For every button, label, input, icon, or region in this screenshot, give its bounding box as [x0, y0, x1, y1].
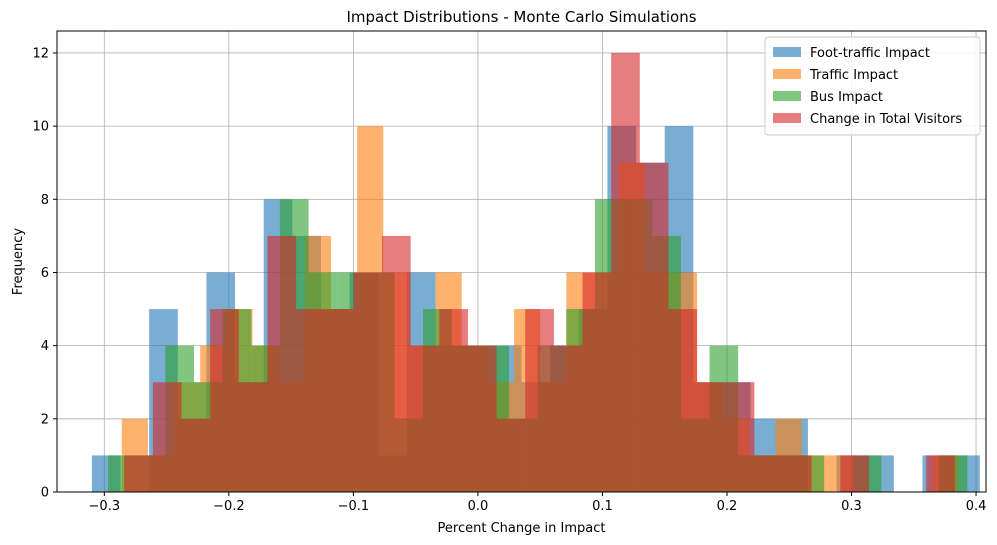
histogram-bar: [553, 345, 583, 492]
histogram-bar: [496, 418, 526, 492]
histogram-bar: [926, 455, 955, 492]
y-tick-label: 10: [32, 120, 49, 135]
histogram-bar: [783, 455, 812, 492]
histogram-bar: [754, 455, 784, 492]
legend-swatch: [773, 91, 801, 101]
x-tick-label: 0.1: [592, 499, 613, 514]
series-3: [124, 52, 955, 492]
histogram-bar: [324, 309, 354, 492]
x-tick-label: 0.0: [468, 499, 489, 514]
x-tick-label: −0.1: [338, 499, 370, 514]
legend-label: Bus Impact: [810, 90, 883, 105]
y-tick-label: 8: [41, 193, 49, 208]
histogram-bar: [410, 345, 440, 492]
histogram-bar: [296, 309, 325, 492]
y-tick-label: 0: [41, 486, 49, 501]
histogram-bar: [840, 455, 869, 492]
plot-frame: [56, 30, 987, 493]
x-tick-label: 0.2: [717, 499, 738, 514]
legend-swatch: [773, 69, 801, 79]
histogram-bar: [353, 272, 383, 492]
chart-title: Impact Distributions - Monte Carlo Simul…: [346, 8, 696, 26]
histogram-bar: [582, 272, 612, 492]
legend-label: Traffic Impact: [809, 68, 898, 83]
x-axis-label: Percent Change in Impact: [438, 521, 606, 536]
histogram-bar: [124, 455, 153, 492]
bars-layer: [91, 52, 980, 493]
histogram-bar: [210, 309, 239, 492]
histogram-bar: [639, 162, 669, 492]
y-tick-label: 6: [41, 266, 49, 281]
x-tick-label: 0.3: [841, 499, 862, 514]
histogram-bar: [697, 382, 726, 492]
x-axis-ticks: −0.3 −0.2 −0.1 0.0 0.1 0.2 0.3 0.4: [89, 492, 987, 514]
legend: Foot-traffic Impact Traffic Impact Bus Imp…: [764, 36, 981, 136]
y-axis-label: Frequency: [11, 228, 26, 295]
x-tick-label: −0.2: [213, 499, 245, 514]
legend-swatch: [773, 113, 801, 123]
y-tick-label: 4: [41, 339, 49, 354]
histogram-bar: [181, 418, 211, 492]
y-axis-ticks: 0 2 4 6 8 10 12: [32, 46, 57, 501]
histogram-bar: [525, 309, 554, 492]
histogram-bar: [267, 235, 297, 492]
legend-swatch: [773, 47, 801, 57]
y-tick-label: 2: [41, 412, 49, 427]
legend-box: [764, 36, 981, 136]
histogram-bar: [382, 235, 411, 492]
histogram-bar: [725, 382, 755, 492]
histogram-bar: [467, 345, 497, 492]
histogram-bar: [238, 382, 268, 492]
x-tick-label: 0.4: [966, 499, 987, 514]
histogram-bar: [668, 309, 698, 492]
histogram-bar: [152, 382, 182, 492]
x-tick-label: −0.3: [89, 499, 121, 514]
legend-label: Change in Total Visitors: [810, 112, 962, 127]
y-tick-label: 12: [32, 46, 49, 61]
legend-label: Foot-traffic Impact: [810, 46, 930, 61]
histogram-bar: [611, 52, 640, 492]
histogram-bar: [439, 309, 468, 492]
